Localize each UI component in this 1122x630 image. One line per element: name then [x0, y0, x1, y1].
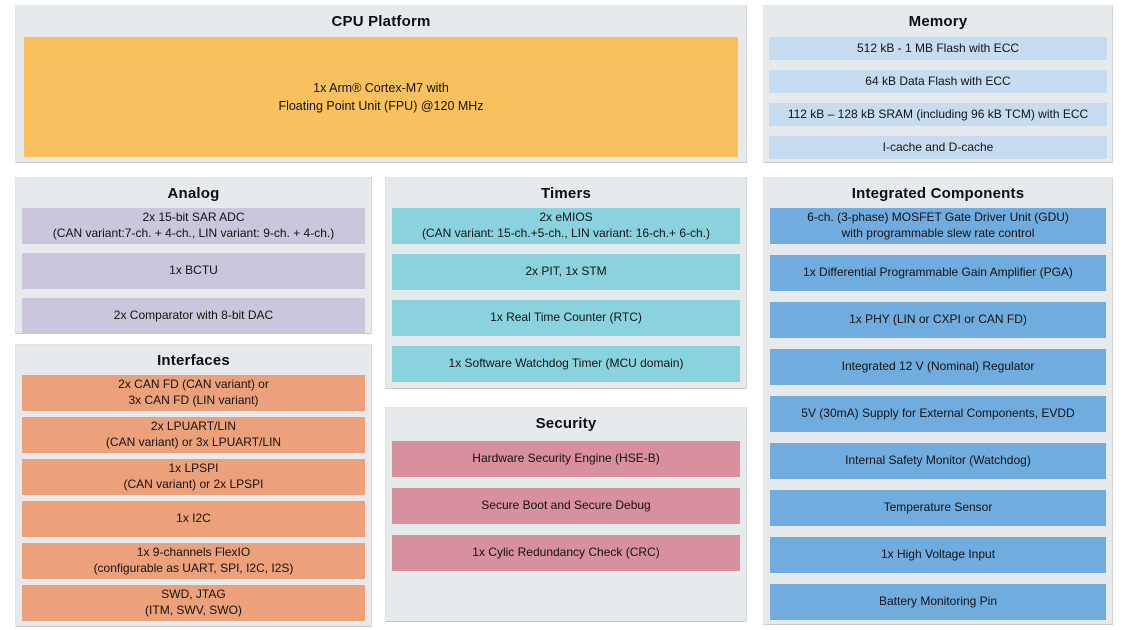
timers-title: Timers: [540, 185, 592, 202]
block-program-flash: 512 kB - 1 MB Flash with ECC: [769, 37, 1107, 60]
timers-panel: Timers 2x eMIOS (CAN variant: 15-ch.+5-c…: [385, 177, 747, 389]
block-cache: I-cache and D-cache: [769, 136, 1107, 159]
integrated-components-panel: Integrated Components 6-ch. (3-phase) MO…: [763, 177, 1113, 625]
block-temperature-sensor: Temperature Sensor: [770, 490, 1106, 526]
block-lpuart-lin: 2x LPUART/LIN (CAN variant) or 3x LPUART…: [22, 417, 365, 453]
interfaces-panel: Interfaces 2x CAN FD (CAN variant) or 3x…: [15, 344, 372, 627]
block-hse: Hardware Security Engine (HSE-B): [392, 441, 740, 477]
analog-panel: Analog 2x 15-bit SAR ADC (CAN variant:7-…: [15, 177, 372, 334]
block-gdu: 6-ch. (3-phase) MOSFET Gate Driver Unit …: [770, 208, 1106, 244]
analog-title: Analog: [167, 185, 220, 202]
block-software-watchdog: 1x Software Watchdog Timer (MCU domain): [392, 346, 740, 382]
block-rtc: 1x Real Time Counter (RTC): [392, 300, 740, 336]
security-rows: Hardware Security Engine (HSE-B) Secure …: [386, 432, 746, 571]
interfaces-rows: 2x CAN FD (CAN variant) or 3x CAN FD (LI…: [16, 369, 371, 621]
block-pit-stm: 2x PIT, 1x STM: [392, 254, 740, 290]
block-emios: 2x eMIOS (CAN variant: 15-ch.+5-ch., LIN…: [392, 208, 740, 244]
block-swd-jtag: SWD, JTAG (ITM, SWV, SWO): [22, 585, 365, 621]
block-pga: 1x Differential Programmable Gain Amplif…: [770, 255, 1106, 291]
block-crc: 1x Cylic Redundancy Check (CRC): [392, 535, 740, 571]
memory-rows: 512 kB - 1 MB Flash with ECC 64 kB Data …: [764, 30, 1112, 159]
security-title: Security: [535, 415, 597, 432]
memory-panel: Memory 512 kB - 1 MB Flash with ECC 64 k…: [763, 5, 1113, 163]
block-sar-adc: 2x 15-bit SAR ADC (CAN variant:7-ch. + 4…: [22, 208, 365, 244]
integrated-components-title: Integrated Components: [851, 185, 1025, 202]
analog-rows: 2x 15-bit SAR ADC (CAN variant:7-ch. + 4…: [16, 202, 371, 334]
block-high-voltage-input: 1x High Voltage Input: [770, 537, 1106, 573]
block-secure-boot: Secure Boot and Secure Debug: [392, 488, 740, 524]
integrated-components-rows: 6-ch. (3-phase) MOSFET Gate Driver Unit …: [764, 202, 1112, 620]
block-safety-monitor: Internal Safety Monitor (Watchdog): [770, 443, 1106, 479]
cpu-platform-panel: CPU Platform 1x Arm® Cortex-M7 with Floa…: [15, 5, 747, 163]
block-data-flash: 64 kB Data Flash with ECC: [769, 70, 1107, 93]
block-12v-regulator: Integrated 12 V (Nominal) Regulator: [770, 349, 1106, 385]
cpu-platform-title: CPU Platform: [331, 13, 431, 30]
block-can-fd: 2x CAN FD (CAN variant) or 3x CAN FD (LI…: [22, 375, 365, 411]
block-5v-supply: 5V (30mA) Supply for External Components…: [770, 396, 1106, 432]
block-cortex-m7: 1x Arm® Cortex-M7 with Floating Point Un…: [24, 37, 738, 157]
interfaces-title: Interfaces: [157, 352, 230, 369]
block-flexio: 1x 9-channels FlexIO (configurable as UA…: [22, 543, 365, 579]
memory-title: Memory: [908, 13, 968, 30]
block-battery-monitoring: Battery Monitoring Pin: [770, 584, 1106, 620]
security-panel: Security Hardware Security Engine (HSE-B…: [385, 407, 747, 622]
block-i2c: 1x I2C: [22, 501, 365, 537]
block-phy: 1x PHY (LIN or CXPI or CAN FD): [770, 302, 1106, 338]
block-lpspi: 1x LPSPI (CAN variant) or 2x LPSPI: [22, 459, 365, 495]
timers-rows: 2x eMIOS (CAN variant: 15-ch.+5-ch., LIN…: [386, 202, 746, 382]
block-sram: 112 kB – 128 kB SRAM (including 96 kB TC…: [769, 103, 1107, 126]
block-bctu: 1x BCTU: [22, 253, 365, 289]
block-comparator-dac: 2x Comparator with 8-bit DAC: [22, 298, 365, 334]
